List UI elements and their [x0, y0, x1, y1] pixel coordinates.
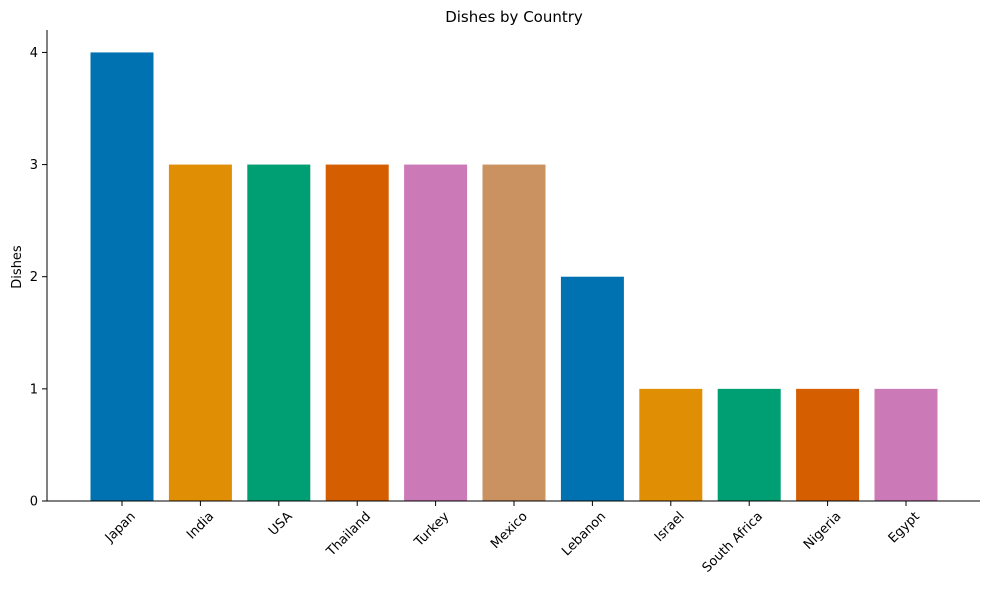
bar-thailand — [325, 164, 389, 502]
bar-india — [168, 164, 232, 502]
y-tick-label: 4 — [30, 46, 38, 61]
y-axis: 0 1 2 3 4 — [30, 30, 48, 510]
x-tick-label: Japan — [102, 509, 139, 546]
bar-lebanon — [560, 276, 624, 501]
bar-mexico — [482, 164, 546, 502]
x-tick-label: Israel — [652, 509, 688, 545]
x-tick-label: Mexico — [488, 509, 531, 552]
bar-south-africa — [717, 388, 781, 501]
x-tick-label: Turkey — [411, 509, 452, 550]
x-tick-label: Lebanon — [559, 509, 609, 559]
x-axis: Japan India USA Thailand Turkey Mexico Lebanon… — [47, 500, 980, 576]
y-tick-label: 2 — [30, 270, 38, 285]
y-tick-label: 0 — [30, 495, 38, 510]
x-tick-label: Nigeria — [801, 509, 844, 552]
bar-japan — [90, 52, 154, 502]
y-axis-title: Dishes — [10, 245, 25, 289]
x-tick-label: USA — [266, 509, 296, 539]
x-tick-label: Thailand — [323, 509, 374, 560]
bar-turkey — [404, 164, 468, 502]
x-tick-label: Egypt — [886, 509, 923, 546]
bar-nigeria — [796, 388, 860, 501]
bar-usa — [247, 164, 311, 502]
x-tick-label: South Africa — [700, 509, 766, 575]
bars-group — [90, 52, 938, 502]
bar-israel — [639, 388, 703, 501]
y-tick-label: 1 — [30, 382, 38, 397]
y-tick-label: 3 — [30, 158, 38, 173]
chart-title: Dishes by Country — [445, 8, 583, 26]
bar-egypt — [874, 388, 938, 501]
x-tick-label: India — [184, 509, 217, 542]
